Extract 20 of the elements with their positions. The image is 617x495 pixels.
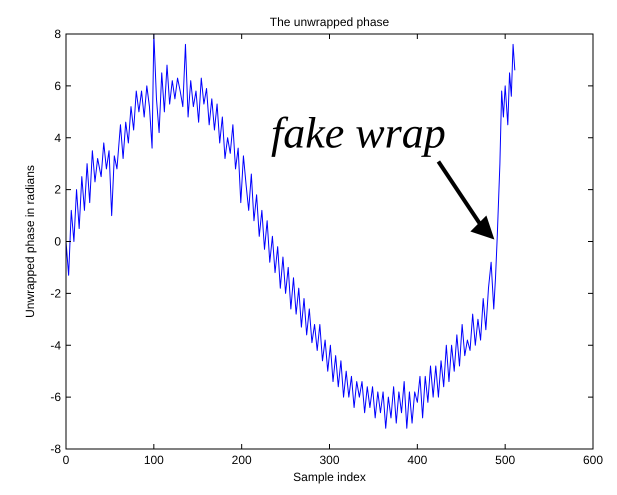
y-tick-label: -2 bbox=[50, 286, 62, 300]
x-tick-label: 300 bbox=[319, 453, 340, 467]
x-tick-label: 600 bbox=[582, 453, 604, 467]
y-tick-label: 6 bbox=[54, 78, 62, 93]
x-tick-label: 500 bbox=[495, 453, 516, 467]
annotation: fake wrap bbox=[271, 108, 446, 158]
chart-title: The unwrapped phase bbox=[270, 15, 390, 29]
y-axis-title: Unwrapped phase in radians bbox=[23, 165, 37, 318]
y-tick-label: -8 bbox=[50, 442, 62, 456]
x-tick-label: 400 bbox=[407, 453, 428, 467]
y-tick-label: 8 bbox=[54, 27, 62, 41]
y-tick-label: 4 bbox=[54, 130, 62, 145]
x-tick-label: 200 bbox=[232, 453, 252, 467]
y-tick-label: 0 bbox=[54, 234, 62, 248]
y-tick-label: 2 bbox=[54, 182, 62, 197]
x-axis-title: Sample index bbox=[293, 470, 366, 484]
x-tick-label: 0 bbox=[62, 453, 70, 467]
y-tick-label: -4 bbox=[50, 338, 62, 352]
y-tick-label: -6 bbox=[50, 390, 62, 404]
x-tick-label: 100 bbox=[144, 453, 164, 467]
